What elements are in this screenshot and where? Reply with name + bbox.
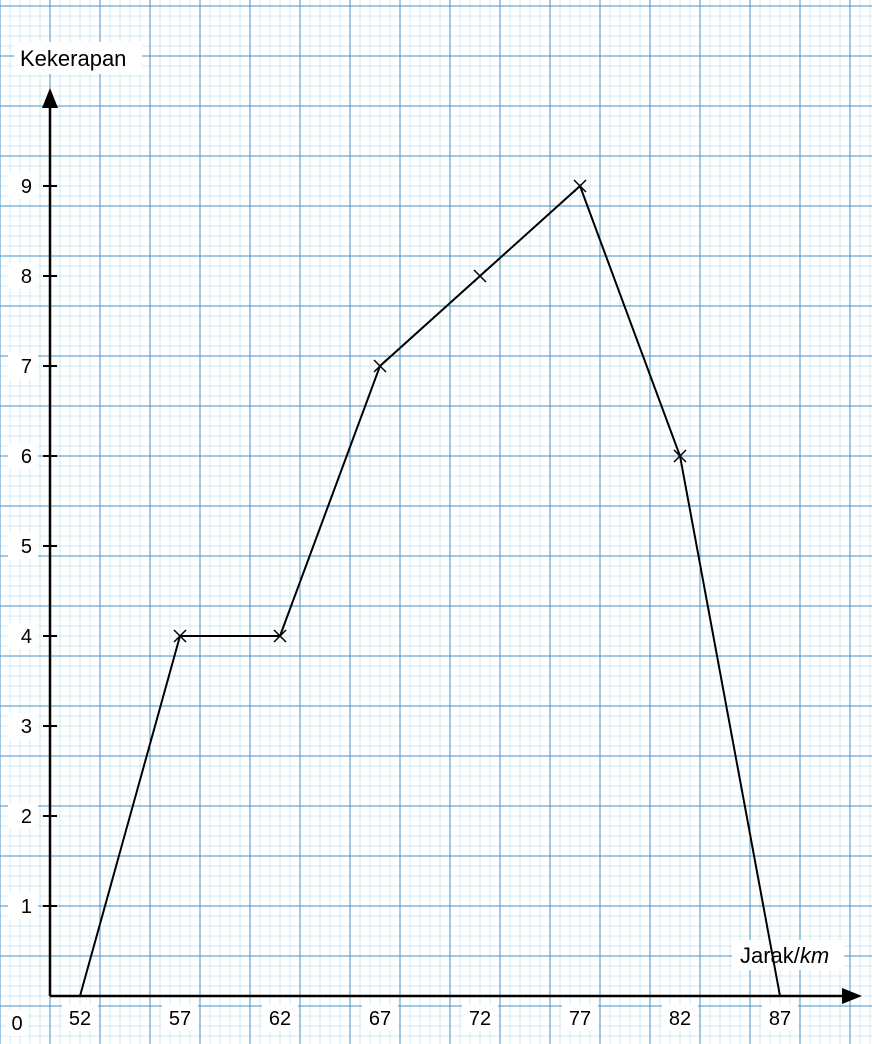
y-tick-label: 9 — [21, 176, 32, 198]
major-grid — [0, 0, 872, 1044]
chart-svg: KekerapanJarak/km12345678952576267727782… — [0, 0, 872, 1044]
y-tick-label: 3 — [21, 716, 32, 738]
x-axis-arrow — [842, 988, 862, 1004]
x-tick-label: 82 — [669, 1008, 691, 1030]
x-tick-label: 87 — [769, 1008, 791, 1030]
x-tick-label: 57 — [169, 1008, 191, 1030]
y-tick-label: 8 — [21, 266, 32, 288]
y-tick-label: 4 — [21, 626, 32, 648]
y-axis-arrow — [42, 88, 58, 108]
frequency-polygon-chart: KekerapanJarak/km12345678952576267727782… — [0, 0, 872, 1044]
minor-grid — [0, 0, 872, 1044]
x-tick-label: 72 — [469, 1008, 491, 1030]
y-tick-label: 2 — [21, 806, 32, 828]
y-tick-label: 6 — [21, 446, 32, 468]
x-tick-label: 52 — [69, 1008, 91, 1030]
x-tick-label: 62 — [269, 1008, 291, 1030]
x-axis-label: Jarak/km — [740, 943, 829, 968]
grid — [0, 0, 872, 1044]
x-tick-label: 77 — [569, 1008, 591, 1030]
x-tick-label: 67 — [369, 1008, 391, 1030]
y-axis-label: Kekerapan — [20, 46, 126, 71]
origin-label: 0 — [11, 1013, 22, 1035]
y-tick-label: 1 — [21, 896, 32, 918]
y-tick-label: 7 — [21, 356, 32, 378]
y-tick-label: 5 — [21, 536, 32, 558]
